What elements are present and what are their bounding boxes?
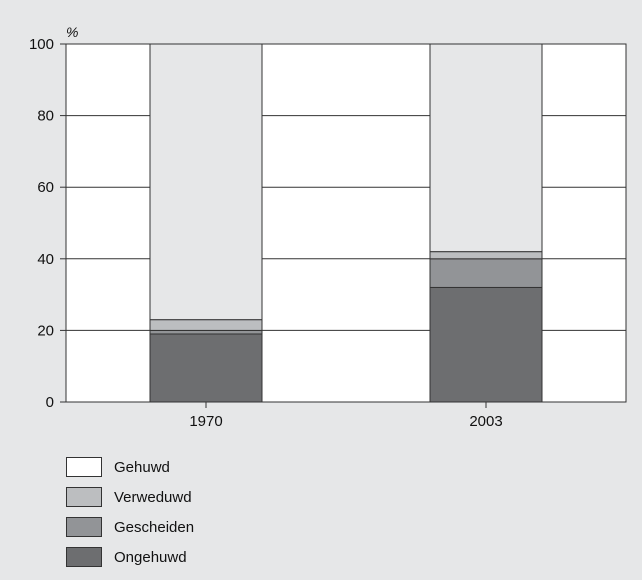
bar-segment bbox=[149, 319, 263, 331]
x-tick-label: 1970 bbox=[189, 413, 222, 430]
legend-item-ongehuwd: Ongehuwd bbox=[66, 542, 194, 572]
y-tick-label: 40 bbox=[37, 251, 54, 268]
bar-segment bbox=[429, 286, 543, 403]
legend-swatch bbox=[66, 517, 102, 537]
y-tick-label: 60 bbox=[37, 179, 54, 196]
legend: Gehuwd Verweduwd Gescheiden Ongehuwd bbox=[66, 452, 194, 572]
y-axis-label: % bbox=[66, 24, 78, 40]
legend-swatch bbox=[66, 457, 102, 477]
bar-segment bbox=[429, 251, 543, 260]
y-axis-ticks: 0 20 40 60 80 100 bbox=[29, 36, 66, 411]
bar-segment bbox=[149, 329, 263, 335]
bars bbox=[149, 43, 543, 403]
y-tick-label: 20 bbox=[37, 322, 54, 339]
legend-swatch bbox=[66, 487, 102, 507]
legend-item-verweduwd: Verweduwd bbox=[66, 482, 194, 512]
x-tick-label: 2003 bbox=[469, 413, 502, 430]
bar-segment bbox=[429, 258, 543, 288]
legend-label: Gehuwd bbox=[114, 458, 170, 476]
x-axis-ticks: 1970 2003 bbox=[189, 402, 503, 430]
bar-segment bbox=[149, 43, 263, 321]
legend-label: Ongehuwd bbox=[114, 548, 187, 566]
bar-segment bbox=[149, 333, 263, 403]
legend-label: Verweduwd bbox=[114, 488, 192, 506]
stacked-bar-chart: 0 20 40 60 80 100 1970 2003 % bbox=[29, 24, 627, 430]
legend-item-gehuwd: Gehuwd bbox=[66, 452, 194, 482]
legend-item-gescheiden: Gescheiden bbox=[66, 512, 194, 542]
bar-segment bbox=[429, 43, 543, 253]
legend-label: Gescheiden bbox=[114, 518, 195, 536]
y-tick-label: 0 bbox=[46, 394, 54, 411]
legend-swatch bbox=[66, 547, 102, 567]
y-tick-label: 80 bbox=[37, 108, 54, 125]
y-tick-label: 100 bbox=[29, 36, 54, 53]
